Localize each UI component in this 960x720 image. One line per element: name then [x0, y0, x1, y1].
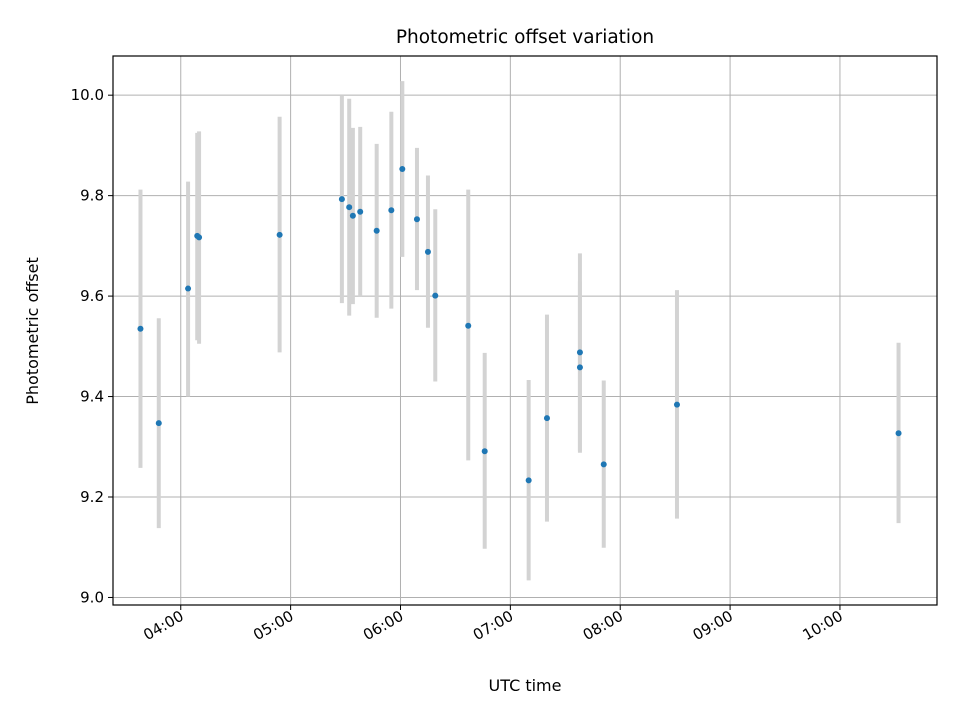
y-axis-label: Photometric offset	[23, 257, 42, 405]
data-point	[357, 208, 364, 215]
data-point	[338, 196, 345, 203]
y-tick-label: 10.0	[71, 86, 104, 104]
y-axis-ticks: 9.0 9.2 9.4 9.6 9.8 10.0	[71, 86, 113, 606]
chart-title: Photometric offset variation	[396, 27, 654, 48]
data-point	[349, 212, 356, 219]
data-point	[346, 204, 353, 211]
data-point	[543, 415, 550, 422]
y-tick-label: 9.2	[80, 488, 104, 506]
data-point	[155, 420, 162, 427]
y-tick-label: 9.4	[80, 388, 104, 406]
data-point	[525, 477, 532, 484]
y-tick-label: 9.8	[80, 187, 104, 205]
data-point	[576, 349, 583, 356]
data-point	[185, 285, 192, 292]
data-point	[196, 234, 203, 241]
data-point	[673, 401, 680, 408]
data-point	[895, 430, 902, 437]
data-point	[424, 248, 431, 255]
y-tick-label: 9.6	[80, 287, 104, 305]
data-points	[137, 166, 902, 484]
data-point	[373, 227, 380, 234]
grid	[113, 56, 937, 605]
data-point	[600, 461, 607, 468]
data-point	[388, 207, 395, 214]
data-point	[399, 166, 406, 173]
data-point	[465, 322, 472, 329]
data-point	[576, 364, 583, 371]
data-point	[432, 292, 439, 299]
x-axis-label: UTC time	[489, 676, 562, 695]
data-point	[481, 448, 488, 455]
data-point	[413, 216, 420, 223]
data-point	[276, 231, 283, 238]
y-tick-label: 9.0	[80, 588, 104, 606]
data-point	[137, 325, 144, 332]
plot-frame	[112, 55, 938, 606]
